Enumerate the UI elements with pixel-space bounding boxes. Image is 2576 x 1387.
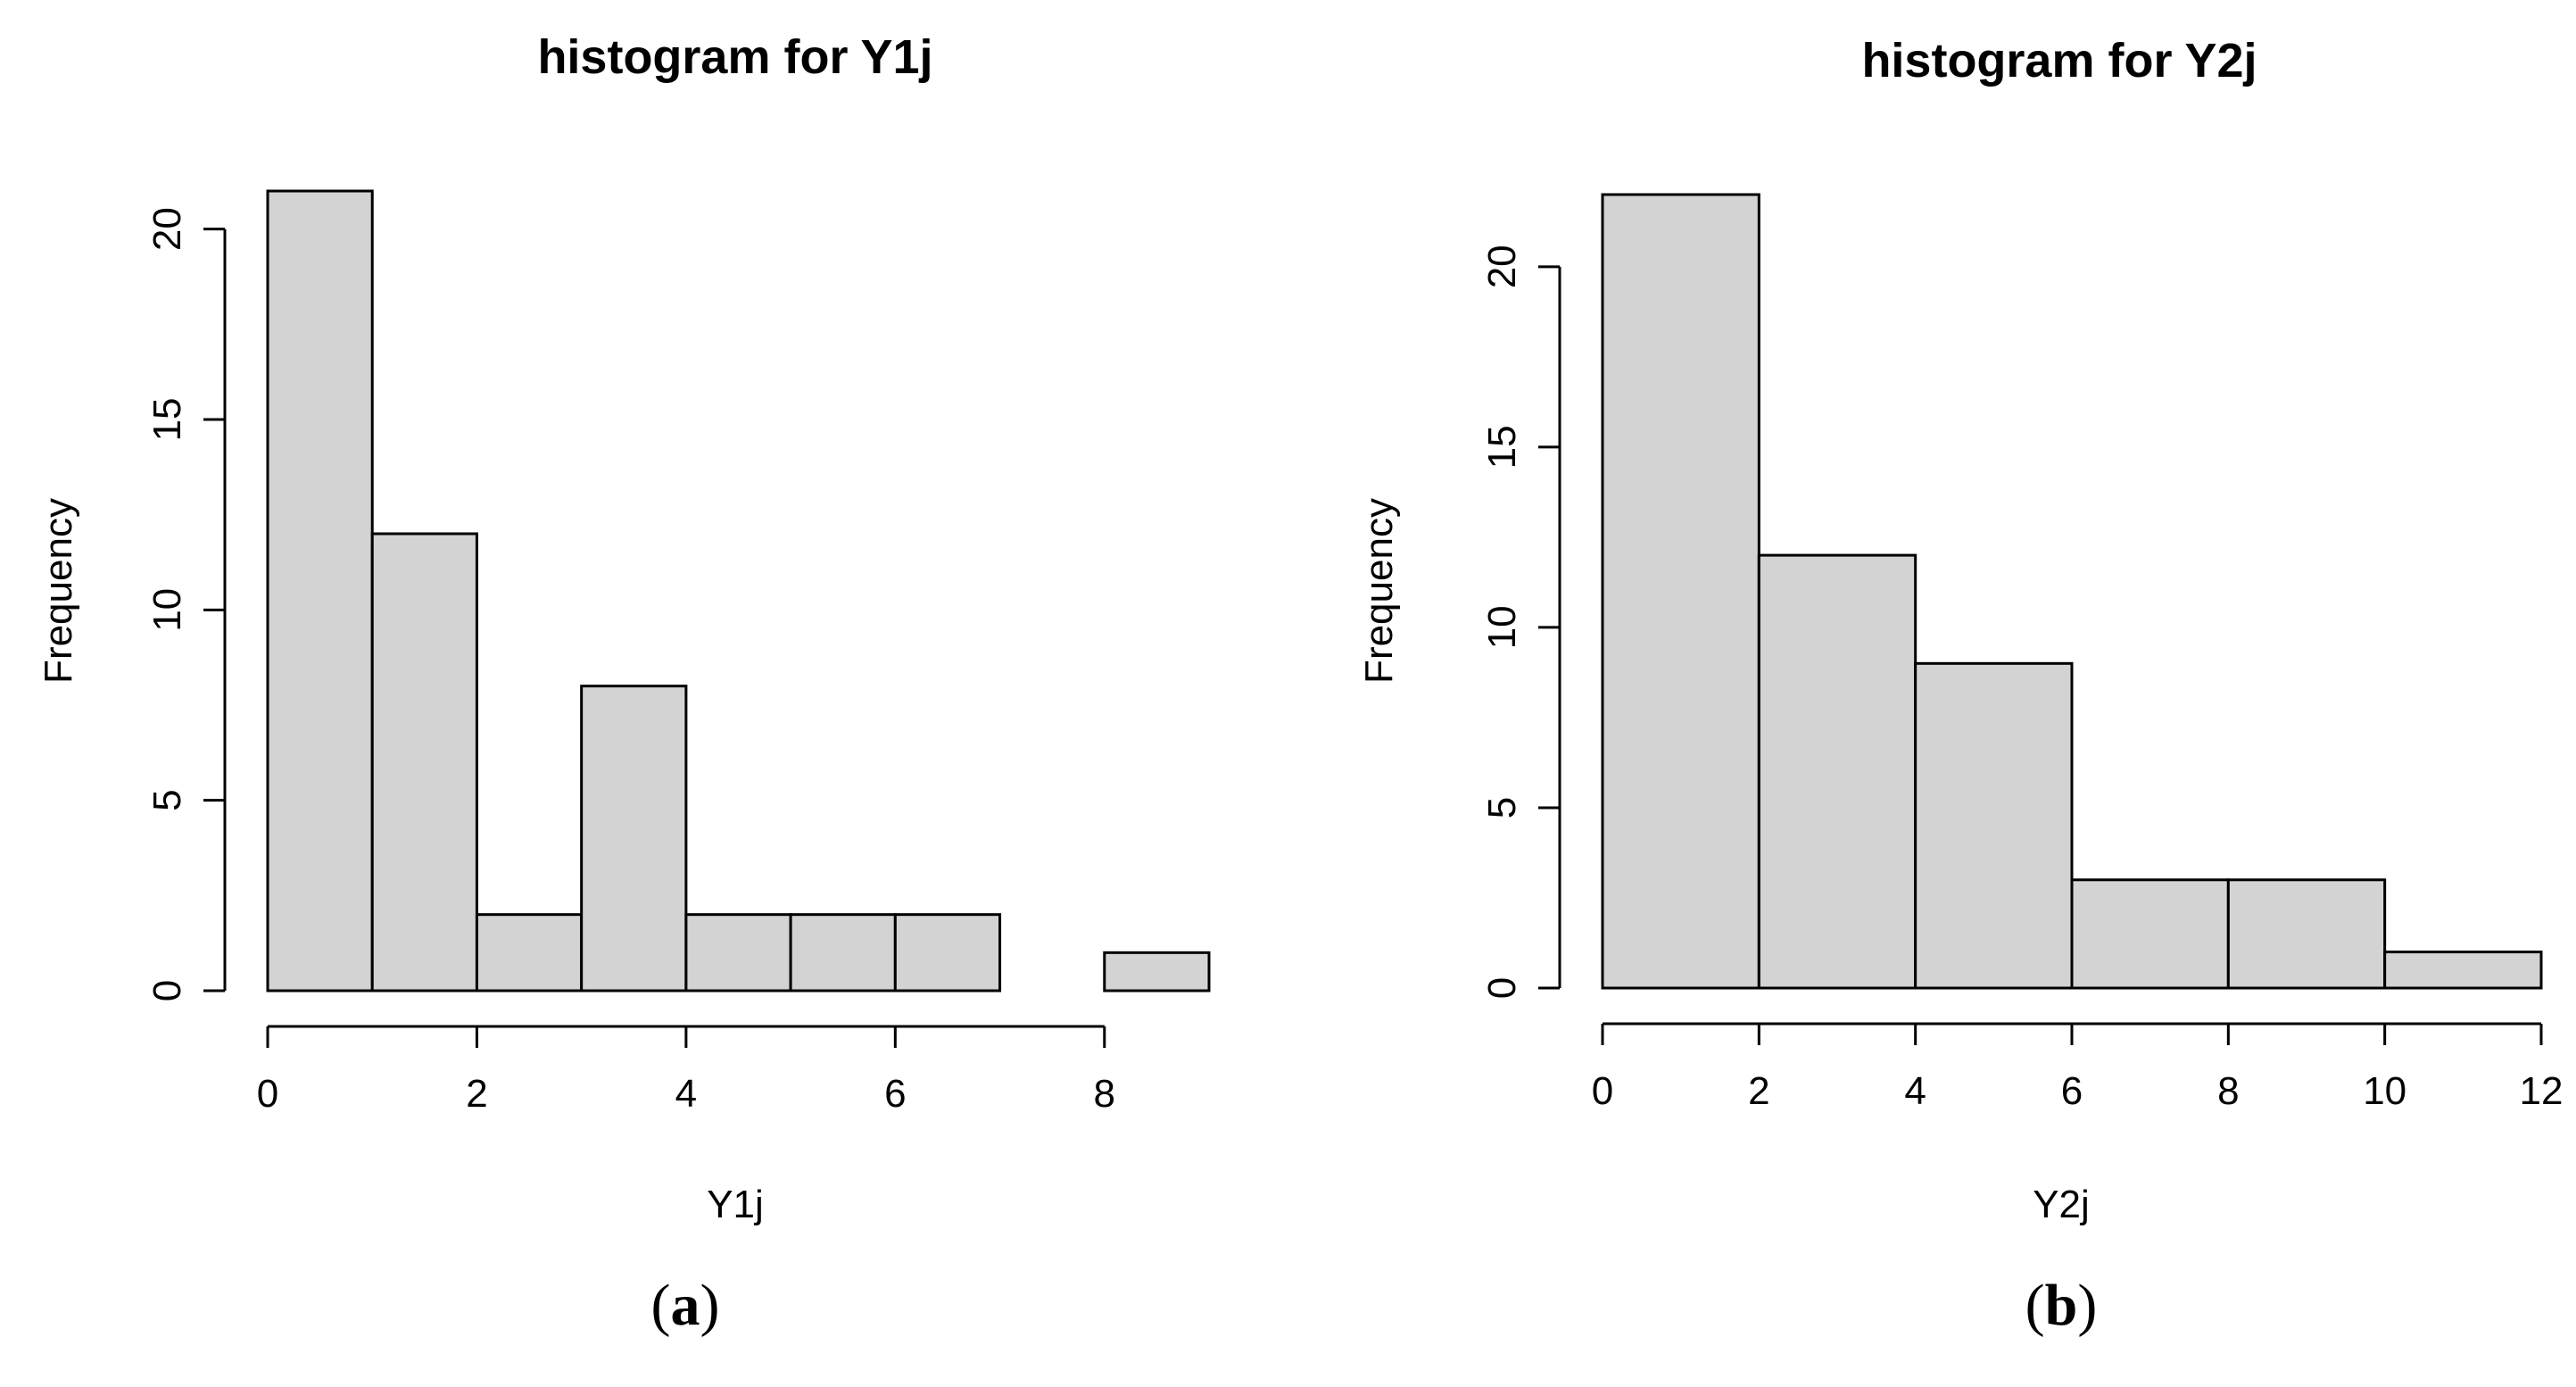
histogram-panel-b: histogram for Y2j 0 2 4 6 8 10 12 0 5 10 15 20 Y2j… [1288,0,2576,1387]
histogram-bar [1601,193,1760,990]
histogram-bar [1103,951,1211,992]
histogram-bar [2383,951,2543,990]
panel-label-b: (b) [1927,1276,2195,1335]
panel-label-open: ( [2025,1273,2045,1338]
x-tick-label: 2 [466,1072,487,1116]
y-axis-label: Frequency [1357,498,1401,684]
histogram-y1j-chart: histogram for Y1j 0 2 4 6 8 0 5 10 15 20 Y1j Fre… [37,30,1211,1226]
y-tick-label: 5 [145,789,189,810]
x-tick-label: 4 [1904,1069,1926,1113]
panel-label-close: ) [700,1273,720,1338]
histogram-panel-a: histogram for Y1j 0 2 4 6 8 0 5 10 15 20 Y1j Fre… [37,30,1211,1335]
chart-title: histogram for Y2j [1861,34,2257,87]
panel-label-letter: b [2044,1273,2078,1338]
histogram-bar [2070,878,2230,990]
histogram-bar [2226,878,2387,990]
x-tick-label: 8 [1094,1072,1115,1116]
x-tick-label: 10 [2363,1069,2406,1113]
x-tick-label: 0 [257,1072,278,1116]
histogram-bar [266,189,374,992]
y-tick-label: 15 [145,398,189,442]
histogram-bar [893,913,1002,992]
x-tick-label: 2 [1748,1069,1769,1113]
panel-label-open: ( [650,1273,671,1338]
histogram-bar [1757,553,1918,990]
bars-group [266,189,1211,992]
x-tick-label: 8 [2217,1069,2239,1113]
panel-label-a: (a) [551,1276,819,1335]
y-axis: 0 5 10 15 20 [1480,245,1561,999]
x-axis-label: Y2j [2033,1183,2090,1226]
histogram-bar [475,913,584,992]
histogram-y2j-chart: histogram for Y2j 0 2 4 6 8 10 12 0 5 10 15 20 Y2j… [1357,34,2564,1226]
y-axis: 0 5 10 15 20 [145,207,227,1001]
histogram-bar [789,913,897,992]
x-tick-label: 6 [2061,1069,2083,1113]
y-tick-label: 10 [145,588,189,632]
y-tick-label: 20 [1480,245,1524,288]
x-axis: 0 2 4 6 8 10 12 [1592,1022,2564,1113]
bars-group [1601,193,2543,990]
y-tick-label: 5 [1480,797,1524,818]
y-tick-label: 15 [1480,425,1524,469]
x-tick-label: 12 [2520,1069,2564,1113]
histogram-bar [580,685,688,992]
x-tick-label: 4 [675,1072,697,1116]
panel-label-letter: a [670,1273,700,1338]
histogram-bar [684,913,792,992]
y-tick-label: 0 [1480,977,1524,999]
y-tick-label: 0 [145,980,189,1001]
panel-label-close: ) [2077,1273,2098,1338]
y-tick-label: 20 [145,207,189,251]
histogram-bar [1914,661,2074,990]
histogram-bar [370,532,478,992]
y-tick-label: 10 [1480,605,1524,649]
x-axis: 0 2 4 6 8 [257,1025,1115,1116]
x-tick-label: 6 [884,1072,906,1116]
x-tick-label: 0 [1592,1069,1613,1113]
y-axis-label: Frequency [37,498,80,684]
x-axis-label: Y1j [707,1183,764,1226]
chart-title: histogram for Y1j [537,30,932,84]
